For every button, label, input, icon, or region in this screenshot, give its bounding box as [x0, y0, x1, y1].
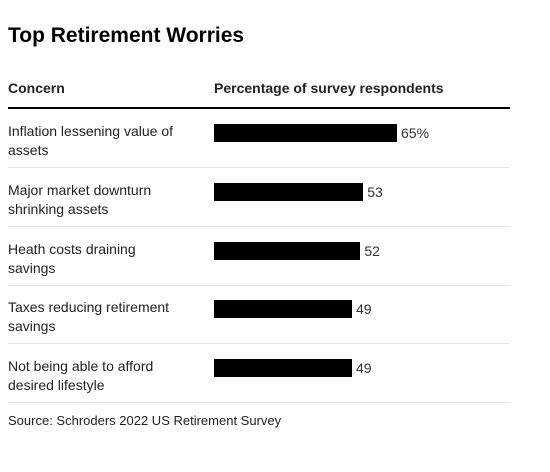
category-label-line: savings — [8, 318, 56, 335]
category-label: Heath costs draining savings — [8, 240, 204, 278]
chart-title: Top Retirement Worries — [8, 24, 245, 47]
category-label-line: Taxes reducing retirement — [8, 299, 170, 316]
row-divider — [8, 225, 510, 227]
category-label-line: Major market downturn — [8, 181, 152, 198]
category-label: Taxes reducing retirement savings — [8, 298, 204, 336]
category-label-line: Heath costs draining — [8, 240, 136, 257]
row-divider — [8, 167, 510, 168]
row-divider — [8, 284, 510, 286]
bar-value-label: 52 — [364, 242, 380, 259]
bar-value-label: 49 — [355, 360, 372, 377]
category-label-line: shrinking assets — [8, 200, 109, 217]
bar-value-label: 65% — [401, 125, 430, 141]
category-label-line: Not being able to afford — [8, 358, 154, 375]
bar-row: Taxes reducing retirement savings 49 — [8, 286, 510, 345]
row-divider — [8, 402, 510, 404]
row-divider — [8, 343, 510, 345]
category-label-line: desired lifestyle — [8, 377, 105, 394]
bar-row: Inflation lessening value of assets 65% — [8, 110, 510, 168]
bar-row: Heath costs draining savings 52 — [8, 228, 510, 286]
header-rule — [8, 107, 510, 109]
bar-value-label: 49 — [355, 301, 372, 318]
category-label-line: Inflation lessening value of — [8, 123, 173, 139]
bar — [214, 359, 352, 378]
bar — [214, 182, 364, 201]
bar-value-label: 53 — [367, 183, 383, 200]
category-label: Major market downturn shrinking assets — [8, 181, 204, 219]
bar-row: Not being able to afford desired lifestyl… — [8, 345, 510, 404]
category-label: Not being able to afford desired lifestyl… — [8, 357, 204, 395]
category-label-line: savings — [8, 259, 56, 276]
bar — [214, 241, 361, 260]
bar — [214, 300, 352, 319]
percentage-column-header: Percentage of survey respondents — [214, 80, 444, 96]
concern-column-header: Concern — [8, 80, 65, 96]
bar — [214, 124, 397, 142]
source-note: Source: Schroders 2022 US Retirement Sur… — [8, 413, 282, 428]
category-label-line: assets — [8, 142, 49, 158]
category-label: Inflation lessening value of assets — [8, 122, 204, 160]
bar-row: Major market downturn shrinking assets 53 — [8, 169, 510, 227]
